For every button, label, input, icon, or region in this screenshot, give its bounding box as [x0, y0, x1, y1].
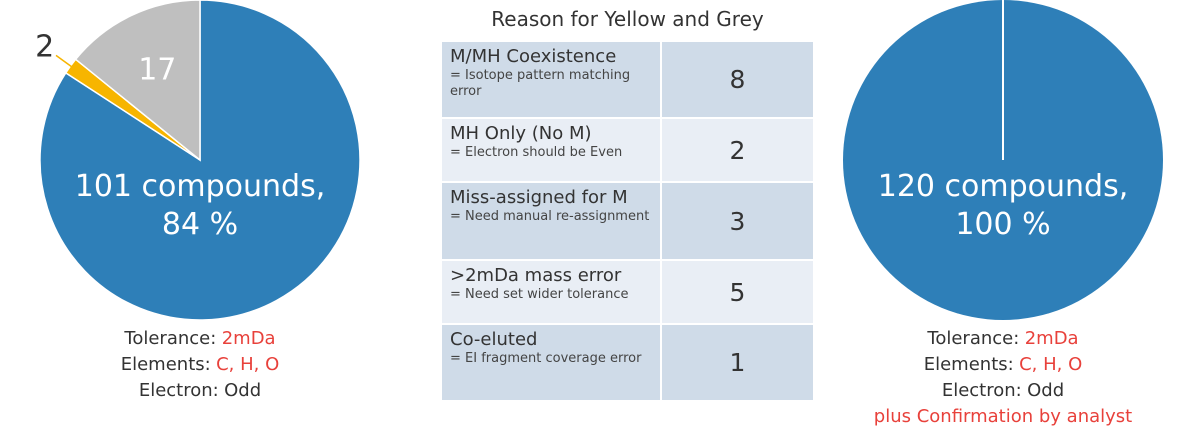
- caption-line: Tolerance: 2mDa: [20, 326, 380, 352]
- slice-label: 2: [35, 29, 55, 65]
- caption-label: Electron:: [941, 380, 1022, 401]
- reason-detail: = Electron should be Even: [450, 145, 623, 160]
- reason-detail: = Need set wider tolerance: [450, 287, 629, 302]
- table-row: Miss-assigned for M = Need manual re-assi…: [442, 181, 813, 259]
- reason: MH Only (No M): [450, 123, 592, 144]
- caption: Tolerance: 2mDa Elements: C, H, O Electron: O…: [823, 326, 1183, 430]
- reason-detail: = Need manual re-assignment: [450, 209, 650, 224]
- caption-line: Elements: C, H, O: [823, 352, 1183, 378]
- caption-note: plus Confirmation by analyst: [873, 406, 1133, 427]
- table-row: >2mDa mass error = Need set wider toleran…: [442, 259, 813, 323]
- caption-line: Electron: Odd: [823, 378, 1183, 404]
- caption-label: Elements:: [120, 354, 211, 375]
- reason-cell: MH Only (No M) = Electron should be Even: [442, 119, 660, 181]
- caption-line: Elements: C, H, O: [20, 352, 380, 378]
- count-cell: 2: [660, 119, 813, 181]
- count-cell: 3: [660, 183, 813, 259]
- leader-line: [55, 54, 76, 70]
- reason-cell: Co-eluted = EI fragment coverage error: [442, 325, 660, 400]
- reason-detail: = EI fragment coverage error: [450, 351, 642, 366]
- caption-value: C, H, O: [216, 354, 280, 375]
- reason: >2mDa mass error: [450, 265, 622, 286]
- reason-table: Reason for Yellow and Grey M/MH Coexiste…: [442, 0, 813, 400]
- caption-value: C, H, O: [1019, 354, 1083, 375]
- table-row: M/MH Coexistence = Isotope pattern matchi…: [442, 40, 813, 117]
- slice-label: 120 compounds, 100 %: [877, 169, 1129, 242]
- caption-line: Tolerance: 2mDa: [823, 326, 1183, 352]
- pie-slice: [74, 0, 201, 162]
- reason-detail: = Isotope pattern matching error: [450, 68, 631, 99]
- reason-cell: M/MH Coexistence = Isotope pattern matchi…: [442, 42, 660, 117]
- slice-label: 17: [138, 52, 177, 88]
- reason-cell: >2mDa mass error = Need set wider toleran…: [442, 261, 660, 323]
- caption-line: Electron: Odd: [20, 378, 380, 404]
- count-cell: 5: [660, 261, 813, 323]
- reason: M/MH Coexistence: [450, 46, 617, 67]
- caption-value: Odd: [1027, 380, 1065, 401]
- caption-value: Odd: [224, 380, 262, 401]
- caption-label: Tolerance:: [927, 328, 1020, 349]
- caption-label: Electron:: [138, 380, 219, 401]
- caption-label: Elements:: [923, 354, 1014, 375]
- slice-label: 101 compounds, 84 %: [74, 169, 326, 242]
- table-row: MH Only (No M) = Electron should be Even 2: [442, 117, 813, 181]
- reason-cell: Miss-assigned for M = Need manual re-assi…: [442, 183, 660, 259]
- caption: Tolerance: 2mDa Elements: C, H, O Electron: O…: [20, 326, 380, 404]
- caption-value: 2mDa: [1024, 328, 1079, 349]
- table-row: Co-eluted = EI fragment coverage error 1: [442, 323, 813, 400]
- count-cell: 8: [660, 42, 813, 117]
- caption-value: 2mDa: [221, 328, 276, 349]
- reason: Co-eluted: [450, 329, 538, 350]
- reason: Miss-assigned for M: [450, 187, 628, 208]
- caption-label: Tolerance:: [124, 328, 217, 349]
- table-title: Reason for Yellow and Grey: [491, 7, 764, 31]
- count-cell: 1: [660, 325, 813, 400]
